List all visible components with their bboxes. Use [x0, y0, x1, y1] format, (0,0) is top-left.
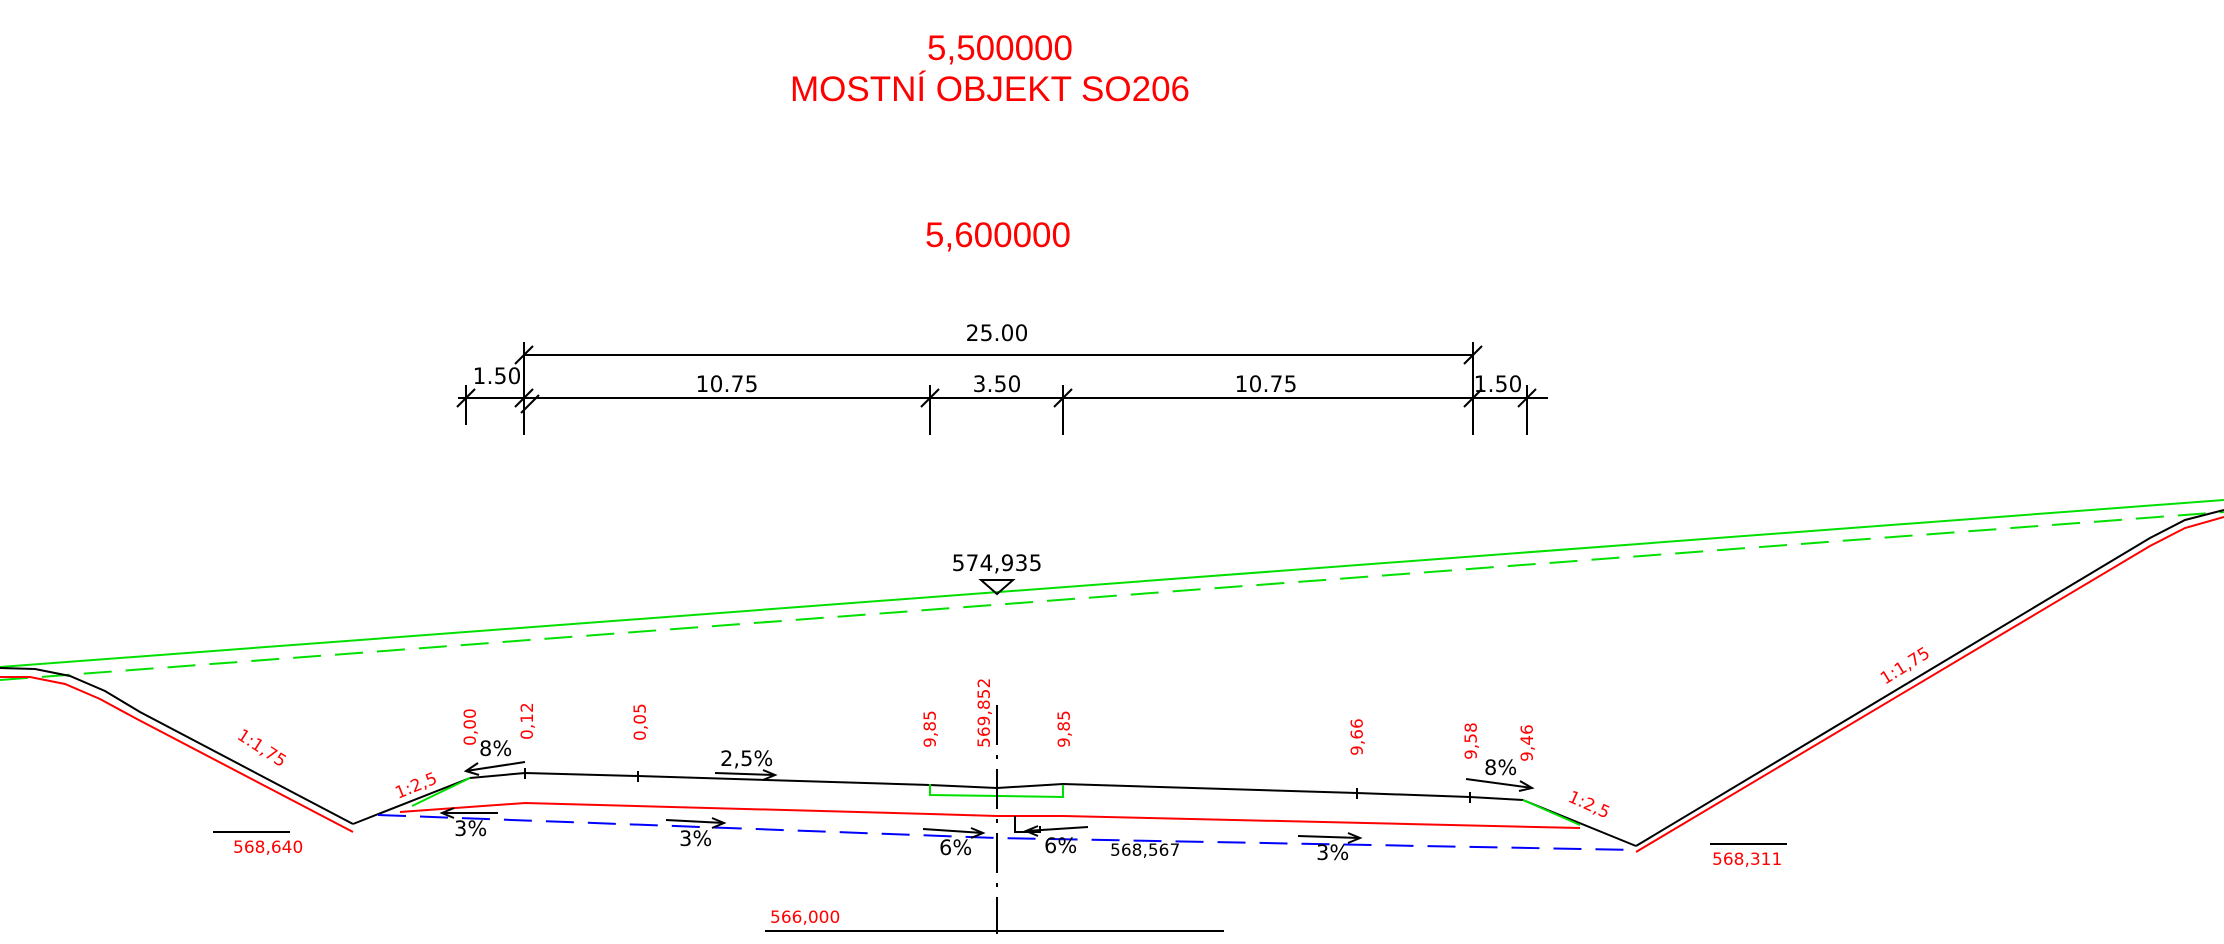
dimension-chain	[456, 342, 1548, 435]
crossfall-arrows	[439, 761, 1535, 844]
crossfall-left-verge: 8%	[479, 737, 512, 761]
level-datum: 566,000	[770, 908, 840, 928]
left-verge-green	[411, 777, 471, 807]
right-cut-slope-black	[1635, 509, 2224, 847]
crossfall-sub-center-right: 6%	[1044, 834, 1077, 858]
terrain-line-dashed	[0, 511, 2224, 681]
offset-label: 9,46	[1518, 724, 1538, 762]
level-bridge: 574,935	[952, 552, 1043, 577]
level-marker-icon	[978, 579, 1016, 596]
crossfall-sub-left: 3%	[679, 827, 712, 851]
subgrade-red	[399, 801, 1581, 829]
dim-right-carriageway: 10.75	[1235, 373, 1298, 398]
crossfall-sub-center-left: 6%	[939, 836, 972, 860]
crossfall-carriageway: 2,5%	[720, 747, 773, 771]
left-ditch	[352, 777, 471, 825]
crossfall-sub-left-outer: 3%	[454, 817, 487, 841]
terrain-line	[0, 499, 2224, 668]
crossfall-right-verge: 8%	[1484, 756, 1517, 780]
dim-right-verge: 1.50	[1474, 373, 1523, 398]
level-subgrade-axis: 568,567	[1110, 841, 1180, 861]
offset-label: 9,85	[921, 710, 941, 748]
level-axis: 569,852	[975, 678, 995, 748]
object-label: MOSTNÍ OBJEKT SO206	[790, 70, 1190, 109]
offset-label: 0,05	[631, 703, 651, 741]
offset-label: 9,58	[1462, 722, 1482, 760]
right-verge-green	[1522, 799, 1581, 826]
pavement-ticks	[524, 768, 1471, 803]
offset-label: 9,85	[1055, 710, 1075, 748]
slope-right-cut: 1:1,75	[1877, 643, 1934, 689]
offset-label: 0,12	[518, 702, 538, 740]
station-current-label: 5,600000	[925, 216, 1071, 255]
dim-left-verge: 1.50	[473, 365, 522, 390]
dim-left-carriageway: 10.75	[696, 373, 759, 398]
right-cut-slope-red	[1635, 516, 2224, 853]
dim-total: 25.00	[966, 322, 1029, 347]
left-cut-slope-red	[0, 676, 354, 833]
slope-right-verge: 1:2,5	[1565, 787, 1613, 823]
subgrade-blue	[377, 814, 1637, 851]
dim-median: 3.50	[973, 373, 1022, 398]
crossfall-sub-right: 3%	[1316, 841, 1349, 865]
left-cut-slope-black	[0, 667, 354, 825]
offset-label: 0,00	[461, 708, 481, 746]
level-left-ditch: 568,640	[233, 838, 303, 858]
station-start-label: 5,500000	[927, 29, 1073, 68]
level-right-ditch: 568,311	[1712, 850, 1782, 870]
offset-label: 9,66	[1348, 718, 1368, 756]
